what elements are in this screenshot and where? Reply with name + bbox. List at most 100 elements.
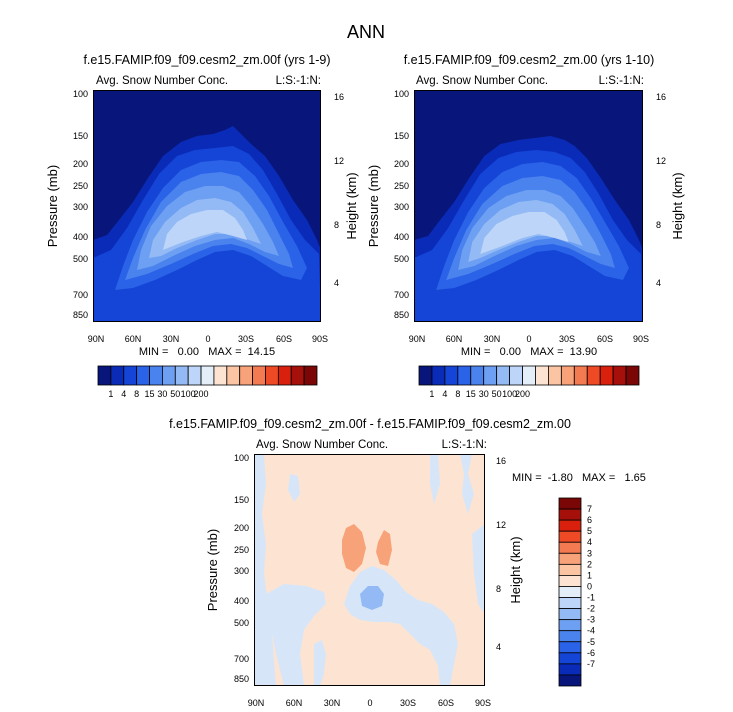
panel-3-neg-region-2 <box>266 584 326 686</box>
colorbar-label: 50 <box>492 389 502 399</box>
colorbar-swatch <box>483 365 498 386</box>
panel-3-right-label: L:S:-1:N: <box>442 439 487 451</box>
colorbar-label: 4 <box>442 389 447 399</box>
colorbar-label: 200 <box>194 389 209 399</box>
colorbar-swatch <box>560 365 575 386</box>
colorbar-label: -6 <box>587 648 595 658</box>
y-tick: 200 <box>394 159 409 169</box>
y-tick: 150 <box>394 131 409 141</box>
y-tick: 400 <box>234 596 249 606</box>
colorbar-swatch <box>200 365 215 386</box>
colorbar-swatch <box>558 519 582 532</box>
x-tick: 60S <box>438 698 454 708</box>
y-right-tick: 12 <box>656 156 666 166</box>
y-tick: 200 <box>73 159 88 169</box>
colorbar-swatch <box>149 365 163 386</box>
x-tick: 90N <box>409 334 426 344</box>
colorbar-label: 4 <box>587 537 592 547</box>
x-tick: 0 <box>205 334 210 344</box>
panel-3-ylabel-right: Height (km) <box>508 536 523 603</box>
colorbar-label: 1 <box>108 389 113 399</box>
x-tick: 60N <box>286 698 303 708</box>
colorbar-label: -3 <box>587 615 595 625</box>
panel-3-pos2-region-2 <box>376 530 392 566</box>
y-right-tick: 16 <box>496 456 506 466</box>
panel-3-neg2-region-1 <box>360 586 384 610</box>
colorbar-swatch <box>97 365 112 386</box>
colorbar-label: 5 <box>587 526 592 536</box>
colorbar-swatch <box>509 365 523 386</box>
colorbar-swatch <box>558 497 582 510</box>
x-tick: 60N <box>125 334 142 344</box>
panel-1-plot <box>93 90 321 322</box>
y-tick: 500 <box>234 618 249 628</box>
panel-3-yticks-right: 16 12 8 4 <box>496 456 506 652</box>
panel-2-yticks: 100 150 200 250 300 400 500 700 850 <box>394 89 409 320</box>
colorbar-swatch <box>558 586 582 598</box>
colorbar-swatch <box>558 630 582 643</box>
x-tick: 0 <box>526 334 531 344</box>
colorbar-swatch <box>136 365 150 386</box>
panel-3-neg-region-5 <box>430 454 440 504</box>
colorbar-label: 2 <box>587 559 592 569</box>
y-right-tick: 4 <box>656 278 661 288</box>
panel-2-contour-7 <box>480 212 569 254</box>
panel-3-ylabel: Pressure (mb) <box>205 529 220 611</box>
panel-2: f.e15.FAMIP.f09_f09.cesm2_zm.00 (yrs 1-1… <box>366 53 685 358</box>
colorbar-label: 30 <box>157 389 167 399</box>
panel-2-yticks-right: 16 12 8 4 <box>656 92 666 288</box>
colorbar-label: 8 <box>455 389 460 399</box>
panel-1-xticks: 90N 60N 30N 0 30S 60S 90S <box>88 334 328 344</box>
colorbar-swatch <box>586 365 601 386</box>
y-right-tick: 4 <box>334 278 339 288</box>
panel-2-frame <box>414 90 643 322</box>
colorbar-swatch <box>558 608 582 621</box>
colorbar-swatch <box>303 365 318 386</box>
panel-2-left-label: Avg. Snow Number Conc. <box>416 75 548 87</box>
panel-1-title: f.e15.FAMIP.f09_f09.cesm2_zm.00f (yrs 1-… <box>83 53 330 67</box>
colorbar-swatch <box>599 365 614 386</box>
colorbar-swatch <box>558 552 582 565</box>
x-tick: 90S <box>475 698 491 708</box>
y-tick: 300 <box>73 202 88 212</box>
colorbar-label: 15 <box>466 389 476 399</box>
colorbar-label: 100 <box>502 389 517 399</box>
y-tick: 300 <box>234 566 249 576</box>
panel-3-title: f.e15.FAMIP.f09_f09.cesm2_zm.00f - f.e15… <box>169 417 571 431</box>
y-tick: 100 <box>234 453 249 463</box>
y-tick: 250 <box>73 181 88 191</box>
colorbar-label: 8 <box>134 389 139 399</box>
y-right-tick: 16 <box>334 92 344 102</box>
colorbar-label: -4 <box>587 626 595 636</box>
y-tick: 700 <box>234 654 249 664</box>
panel-2-plot <box>414 90 643 322</box>
colorbar-swatch <box>470 365 485 386</box>
colorbar-label: 7 <box>587 504 592 514</box>
panel-1-right-label: L:S:-1:N: <box>276 75 321 87</box>
colorbar-label: 30 <box>479 389 489 399</box>
panel-1-contour-7 <box>163 210 247 250</box>
y-tick: 850 <box>234 674 249 684</box>
colorbar-label: -5 <box>587 637 595 647</box>
colorbar-label: 4 <box>121 389 126 399</box>
y-right-tick: 16 <box>656 92 666 102</box>
colorbar-swatch <box>444 365 459 386</box>
panel-1-ylabel: Pressure (mb) <box>45 165 60 247</box>
colorbar-swatch <box>558 652 582 665</box>
colorbar-swatch <box>558 674 582 687</box>
colorbar-swatch <box>558 663 582 676</box>
panel-3-pos2-region-1 <box>342 524 366 572</box>
panel-1-ylabel-right: Height (km) <box>344 172 359 239</box>
panel-3-minmax: MIN = -1.80 MAX = 1.65 <box>512 472 646 484</box>
x-tick: 30N <box>484 334 501 344</box>
x-tick: 60S <box>276 334 292 344</box>
x-tick: 30S <box>400 698 416 708</box>
panel-3-neg-region-4 <box>314 640 326 686</box>
colorbar-label: 50 <box>170 389 180 399</box>
panel-3-neg-region-6 <box>460 454 474 514</box>
y-right-tick: 12 <box>496 520 506 530</box>
x-tick: 90S <box>312 334 328 344</box>
